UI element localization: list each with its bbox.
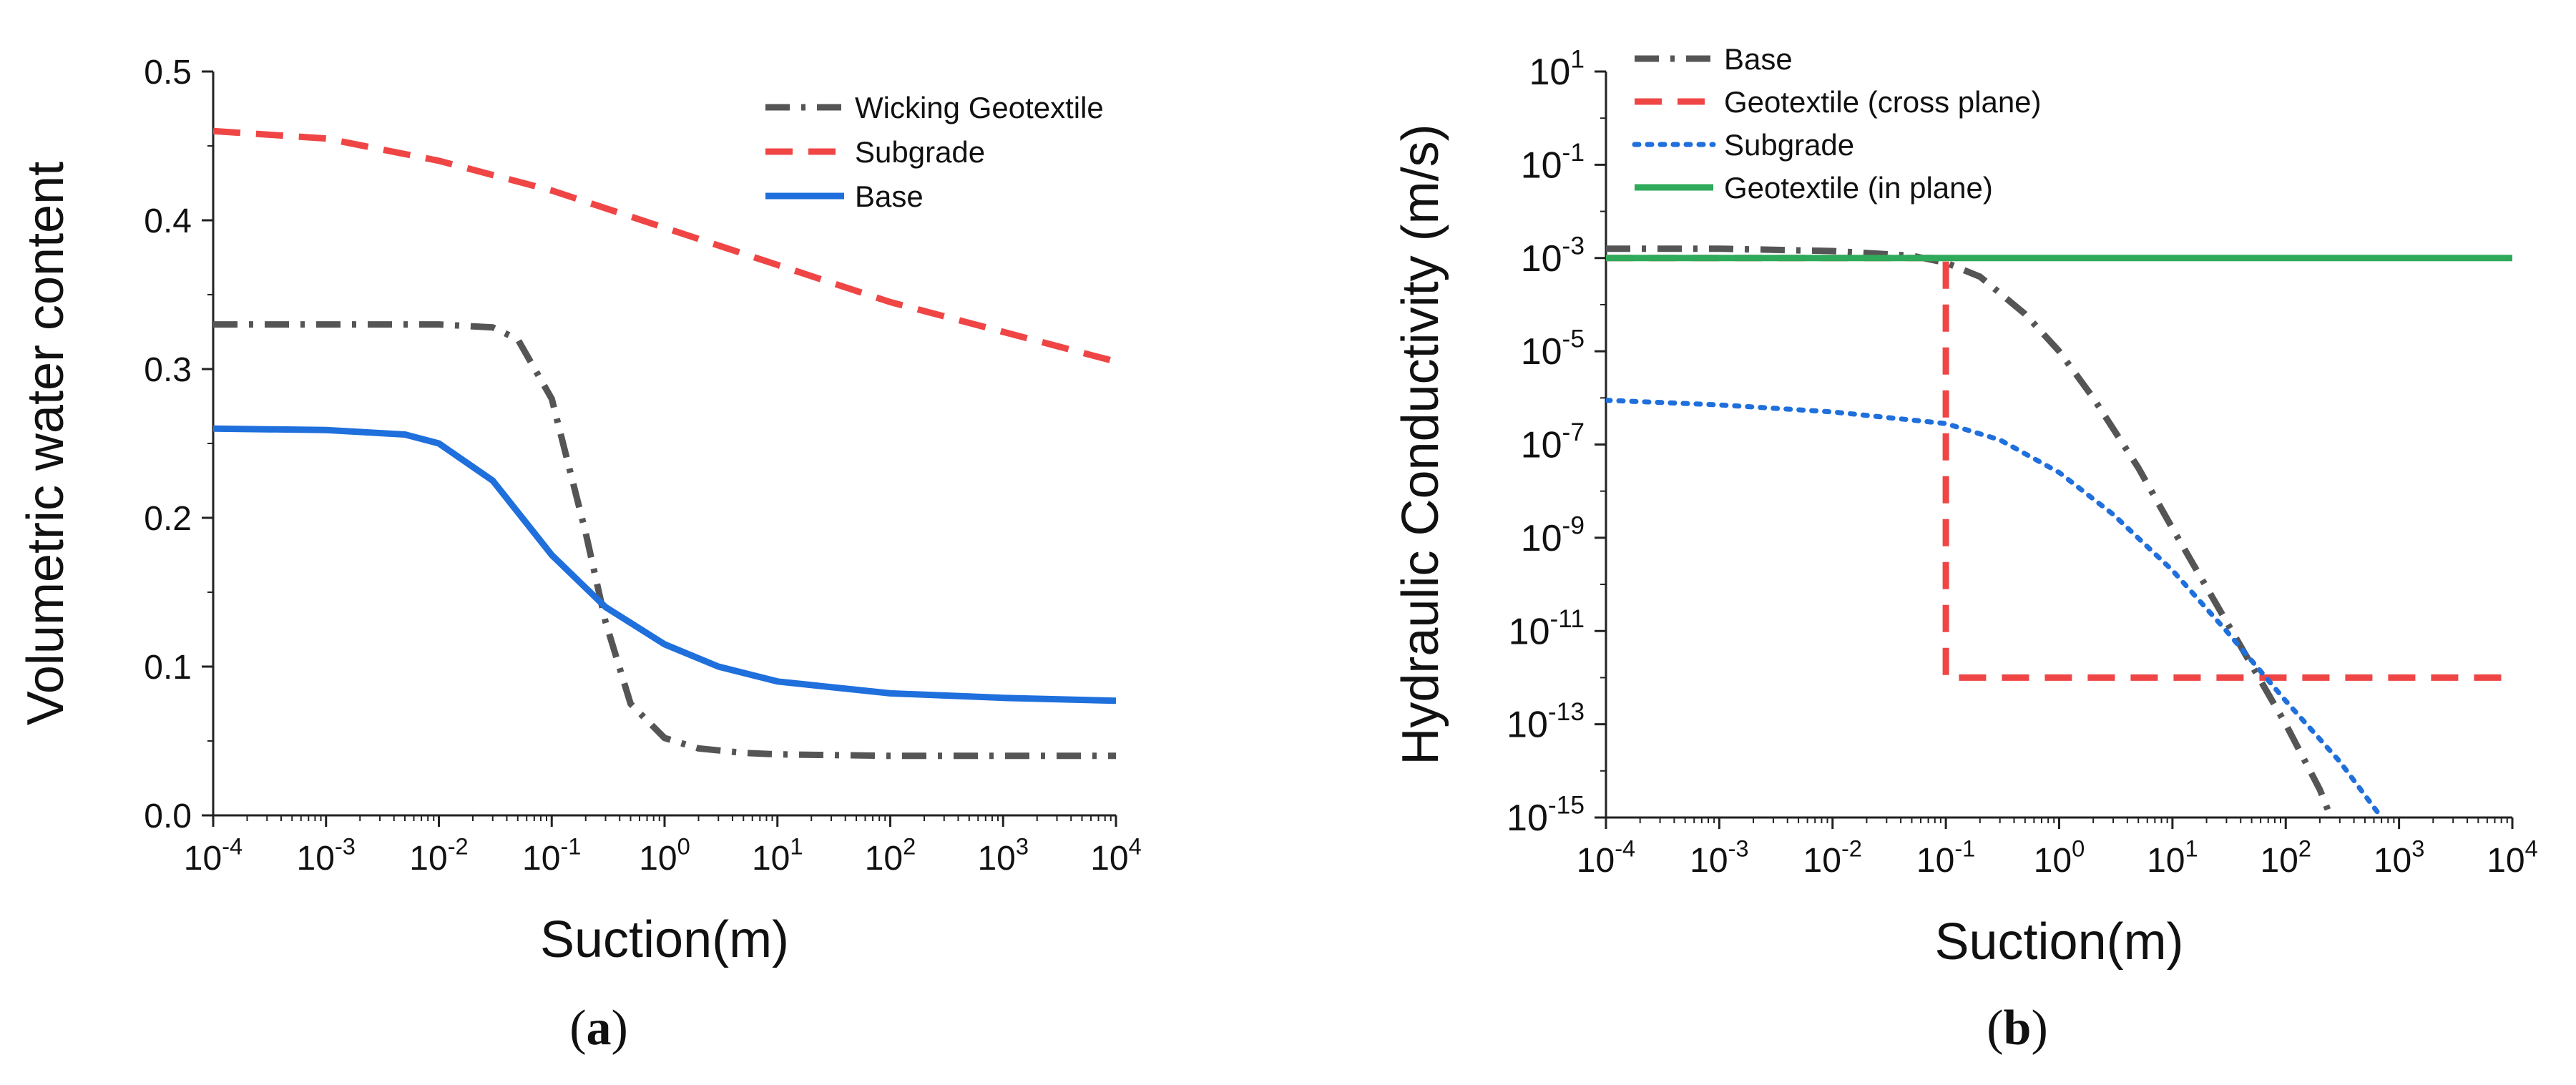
y-tick-label: 10-15 [1507,792,1585,839]
series-line-base [1606,245,2334,818]
y-axis-title: Hydraulic Conductivity (m/s) [1392,124,1449,765]
chart-a: 10-4 10-3 10-2 10-1 100 101 102 103 104 0.0 0.1 0.2… [17,54,1142,968]
x-tick-label: 102 [865,833,916,878]
y-tick-label: 0.0 [144,797,192,835]
y-tick-label: 10-9 [1521,511,1585,559]
y-tick-label: 10-5 [1521,325,1585,373]
y-tick-label: 0.2 [144,500,192,538]
series-line-wicking-geotextile [213,321,1116,760]
legend-label: Subgrade [1724,128,1854,162]
y-tick-label: 0.1 [144,649,192,687]
y-tick-label: 10-1 [1521,139,1585,186]
legend-label: Geotextile (in plane) [1724,171,1993,205]
x-tick-label: 103 [977,833,1029,878]
x-tick-label: 10-1 [522,833,581,878]
y-tick-label: 0.5 [144,54,192,92]
x-axis-title: Suction(m) [1934,913,2183,971]
x-tick-label: 103 [2374,835,2425,880]
series-line-base [213,425,1117,704]
x-tick-label: 10-1 [1916,835,1975,880]
x-tick-label: 100 [639,833,690,878]
legend-label: Base [855,180,924,213]
y-tick-label: 10-7 [1521,418,1585,466]
y-tick-label: 0.3 [144,351,192,389]
y-tick-label: 10-11 [1509,605,1585,652]
x-tick-label: 104 [1090,833,1142,878]
x-tick-label: 10-2 [1803,835,1862,880]
legend-label: Subgrade [855,135,985,169]
x-tick-label: 100 [2034,835,2085,880]
x-tick-label: 101 [752,833,803,878]
panel-label-a: (a) [569,1001,628,1056]
y-axis-title: Volumetric water content [17,162,74,725]
x-axis-title: Suction(m) [540,911,789,968]
panel-label-b: (b) [1987,1001,2048,1056]
x-tick-label: 10-3 [1690,835,1748,880]
legend-label: Wicking Geotextile [855,91,1104,124]
series-line-geotextile-cross-plane [1606,255,2512,681]
x-tick-label: 10-4 [184,833,243,878]
x-tick-label: 104 [2487,835,2538,880]
y-tick-label: 101 [1529,46,1585,93]
legend-label: Geotextile (cross plane) [1724,85,2042,119]
x-tick-label: 101 [2147,835,2198,880]
legend-label: Base [1724,42,1793,76]
chart-b: 10-4 10-3 10-2 10-1 100 101 102 103 104 101 10-1 10… [1392,42,2538,971]
x-tick-label: 10-3 [297,833,356,878]
x-tick-label: 102 [2260,835,2311,880]
y-tick-label: 10-13 [1507,698,1585,745]
series-line-subgrade [1606,398,2384,818]
y-tick-label: 10-3 [1521,232,1585,279]
x-tick-label: 10-4 [1577,835,1635,880]
series-line-subgrade [213,127,1117,365]
x-tick-label: 10-2 [409,833,468,878]
y-tick-label: 0.4 [144,202,192,240]
